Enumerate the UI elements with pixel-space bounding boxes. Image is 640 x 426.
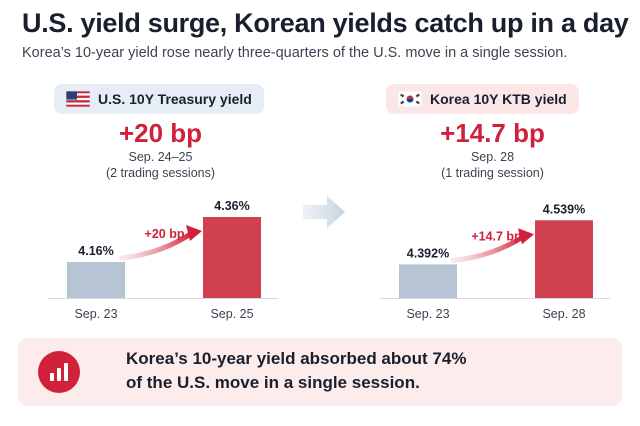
change-arrow: [450, 233, 527, 263]
us-period: Sep. 24–25: [128, 150, 193, 164]
us-yield-pill: U.S. 10Y Treasury yield: [54, 84, 264, 114]
bar-value-label: 4.16%: [78, 244, 113, 258]
summary-line-2: of the U.S. move in a single session.: [126, 373, 420, 392]
summary-text: Korea’s 10-year yield absorbed about 74%…: [126, 347, 466, 395]
summary-callout: Korea’s 10-year yield absorbed about 74%…: [18, 338, 622, 406]
change-label: +20 bp: [145, 227, 185, 241]
us-headline-change: +20 bp: [118, 118, 203, 148]
korea-bar-chart: 4.392% Sep. 23 4.539% Sep. 28 +14.7 bp: [380, 202, 610, 321]
korea-period-note: (1 trading session): [441, 166, 544, 180]
korea-chart-title: Korea 10Y KTB yield: [430, 91, 567, 107]
category-label: Sep. 23: [74, 307, 117, 321]
us-yield-panel: U.S. 10Y Treasury yield +20 bp Sep. 24–2…: [28, 84, 293, 324]
bar-sep-23: [67, 262, 125, 298]
change-arrow-head: [518, 228, 534, 245]
korea-yield-pill: Korea 10Y KTB yield: [386, 84, 579, 114]
korea-yield-panel: Korea 10Y KTB yield +14.7 bp Sep. 28 (1 …: [360, 84, 625, 324]
bar-sep-25: [203, 217, 261, 298]
us-chart-title: U.S. 10Y Treasury yield: [98, 91, 252, 107]
transition-arrow-icon: [303, 196, 345, 228]
category-label: Sep. 25: [210, 307, 253, 321]
change-arrow-head: [186, 225, 202, 241]
bar-sep-28: [535, 220, 593, 298]
page-subtitle: Korea’s 10-year yield rose nearly three-…: [22, 45, 568, 61]
bar-value-label: 4.539%: [543, 202, 585, 216]
bar-chart-icon: [38, 351, 80, 393]
bar-sep-23: [399, 264, 457, 298]
us-flag-icon: [66, 91, 90, 107]
page-title: U.S. yield surge, Korean yields catch up…: [22, 8, 629, 38]
korea-flag-icon: [398, 91, 422, 107]
summary-line-1: Korea’s 10-year yield absorbed about 74%: [126, 349, 467, 368]
change-label: +14.7 bp: [471, 229, 522, 243]
korea-period: Sep. 28: [470, 150, 515, 164]
us-period-note: (2 trading sessions): [105, 166, 216, 180]
bar-value-label: 4.392%: [407, 246, 449, 260]
korea-headline-change: +14.7 bp: [440, 118, 545, 148]
change-arrow: [118, 230, 195, 261]
category-label: Sep. 28: [542, 307, 585, 321]
us-bar-chart: 4.16% Sep. 23 4.36% Sep. 25 +20 bp: [48, 199, 278, 321]
bar-value-label: 4.36%: [214, 199, 249, 213]
category-label: Sep. 23: [406, 307, 449, 321]
